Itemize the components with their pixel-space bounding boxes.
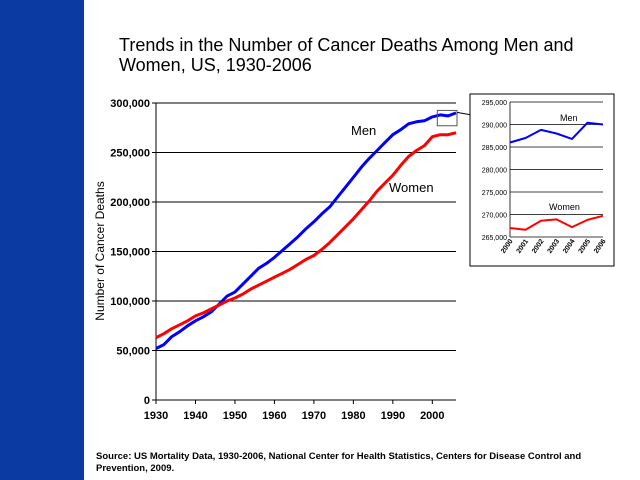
x-tick-label: 1950 (223, 410, 247, 422)
inset-y-tick-label: 285,000 (482, 145, 507, 152)
y-tick-label: 150,000 (110, 247, 150, 259)
main-chart: 0 50,000 100,000 150,000 200,000 250,000 300,0… (93, 98, 513, 422)
inset-series-line-women (509, 214, 604, 231)
series-line-men (155, 111, 457, 350)
series-line-women (155, 131, 457, 339)
zoom-highlight-box (436, 109, 458, 127)
inset-chart: 265,000 270,000 275,000 280,000 285,000 290,0… (469, 93, 615, 267)
inset-y-tick-label: 290,000 (482, 123, 507, 130)
x-tick-label: 1930 (144, 410, 168, 422)
x-tick-label: 1940 (183, 410, 207, 422)
y-tick-label: 250,000 (110, 148, 150, 160)
y-tick-label: 200,000 (110, 197, 150, 209)
x-tick-label: 1980 (341, 410, 365, 422)
y-tick-label: 50,000 (116, 346, 150, 358)
inset-y-tick-label: 295,000 (482, 100, 507, 107)
x-tick-label: 1960 (262, 410, 286, 422)
annotation-men: Men (351, 123, 376, 138)
sidebar-band (0, 0, 84, 480)
annotation-women: Women (389, 180, 434, 195)
inset-y-tick-label: 275,000 (482, 190, 507, 197)
y-tick-label: 0 (144, 395, 150, 407)
x-tick-label: 1970 (302, 410, 326, 422)
inset-annotation-men: Men (560, 113, 578, 123)
slide-title: Trends in the Number of Cancer Deaths Am… (119, 35, 574, 75)
x-tick-label: 2000 (420, 410, 444, 422)
source-note: Source: US Mortality Data, 1930-2006, Na… (96, 451, 582, 474)
inset-y-tick-label: 270,000 (482, 213, 507, 220)
inset-annotation-women: Women (549, 202, 580, 212)
y-tick-label: 100,000 (110, 296, 150, 308)
inset-y-tick-label: 265,000 (482, 235, 507, 242)
x-tick-label: 1990 (381, 410, 405, 422)
inset-series-line-men (509, 121, 604, 144)
inset-y-tick-label: 280,000 (482, 168, 507, 175)
y-axis-title: Number of Cancer Deaths (93, 181, 107, 320)
y-tick-label: 300,000 (110, 98, 150, 110)
